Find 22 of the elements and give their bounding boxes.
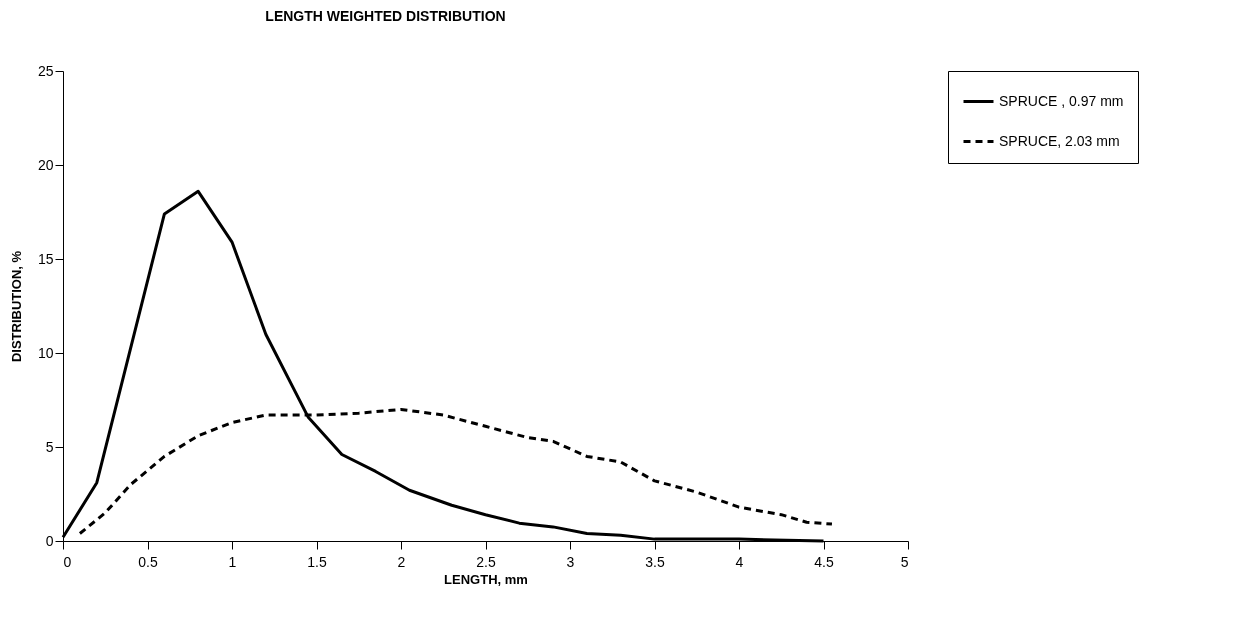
- legend-label: SPRUCE , 0.97 mm: [999, 92, 1124, 109]
- x-tick-label: 2: [397, 553, 406, 570]
- y-tick-label: 25: [37, 62, 54, 79]
- x-tick-label: 4: [735, 553, 744, 570]
- y-tick-label: 0: [45, 532, 54, 549]
- x-tick-label: 5: [900, 553, 909, 570]
- y-tick-label: 5: [45, 438, 54, 455]
- y-axis-title: DISTRIBUTION, %: [8, 250, 24, 363]
- x-tick-label: 3.5: [645, 553, 665, 570]
- x-tick-label: 1.5: [307, 553, 327, 570]
- x-tick-label: 0: [63, 553, 72, 570]
- legend-label: SPRUCE, 2.03 mm: [999, 132, 1120, 149]
- x-tick-label: 0.5: [138, 553, 158, 570]
- x-tick-label: 3: [566, 553, 575, 570]
- y-tick-label: 10: [37, 344, 54, 361]
- x-axis-title: LENGTH, mm: [444, 571, 528, 587]
- chart-title: LENGTH WEIGHTED DISTRIBUTION: [265, 8, 506, 24]
- y-tick-label: 20: [37, 156, 54, 173]
- x-tick-label: 4.5: [814, 553, 834, 570]
- x-tick-label: 1: [228, 553, 237, 570]
- x-tick-label: 2.5: [476, 553, 496, 570]
- y-tick-label: 15: [37, 250, 54, 267]
